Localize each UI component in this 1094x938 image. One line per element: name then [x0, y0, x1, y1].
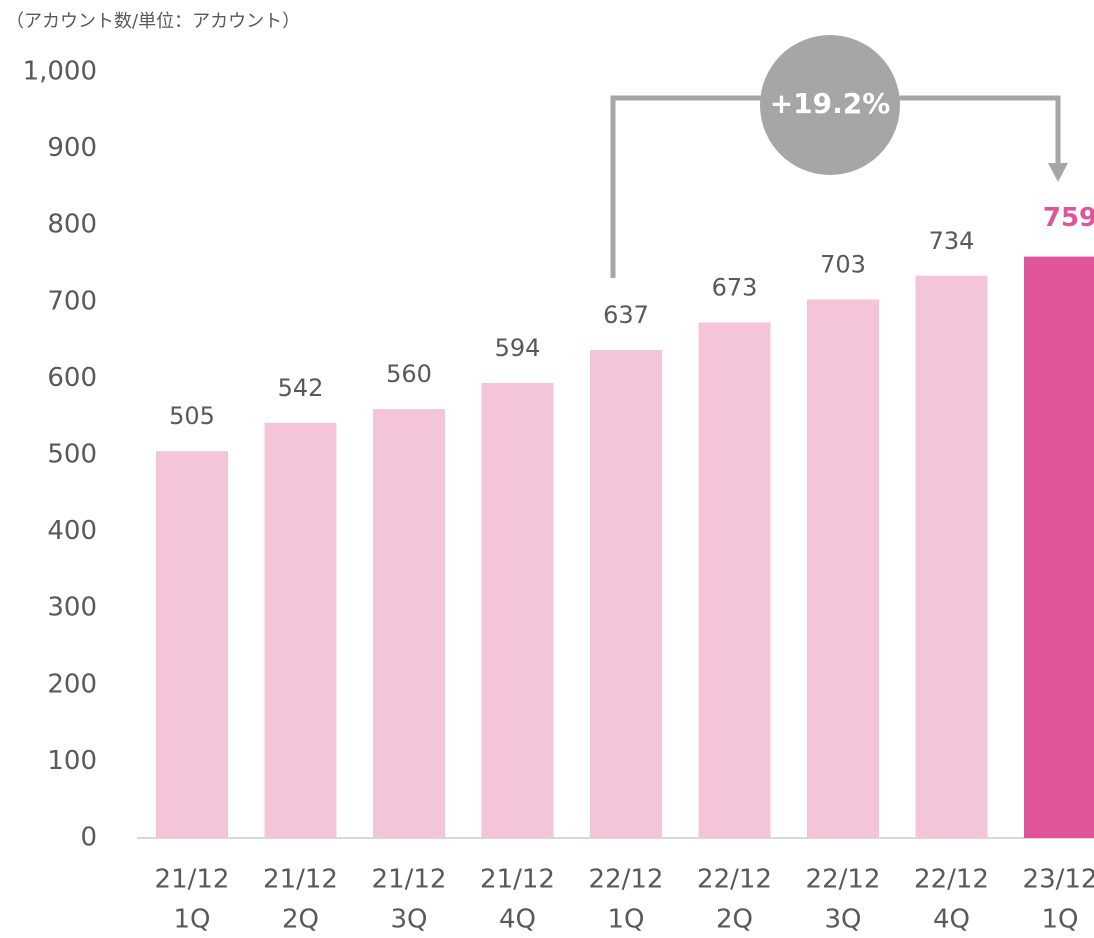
x-tick-label: 3Q	[824, 905, 861, 935]
bar	[590, 350, 662, 838]
value-label: 703	[820, 251, 866, 279]
value-label: 734	[929, 227, 975, 255]
y-tick-label: 1,000	[23, 57, 97, 87]
y-tick-label: 400	[47, 516, 97, 546]
x-tick-label: 4Q	[933, 905, 970, 935]
bar	[481, 382, 554, 838]
y-tick-label: 300	[47, 593, 97, 623]
value-label: 542	[278, 374, 324, 402]
value-label: 759	[1043, 203, 1094, 233]
growth-annotation: +19.2%	[770, 87, 891, 120]
x-tick-label: 2Q	[716, 905, 753, 935]
bar	[807, 299, 879, 838]
x-tick-label: 22/12	[914, 865, 989, 895]
x-tick-label: 4Q	[499, 905, 536, 935]
bar	[1024, 256, 1094, 839]
x-tick-label: 1Q	[173, 905, 210, 935]
x-tick-label: 22/12	[589, 865, 664, 895]
value-label: 673	[712, 273, 758, 301]
bar	[373, 409, 445, 838]
x-tick-label: 1Q	[1041, 905, 1078, 935]
value-label: 637	[603, 301, 649, 329]
value-label: 594	[495, 334, 541, 362]
y-tick-label: 800	[47, 210, 97, 240]
bar	[698, 322, 771, 838]
x-tick-label: 22/12	[806, 865, 881, 895]
x-tick-label: 22/12	[697, 865, 772, 895]
x-tick-label: 21/12	[155, 865, 230, 895]
x-tick-label: 21/12	[480, 865, 555, 895]
y-tick-label: 200	[47, 669, 97, 699]
x-tick-label: 21/12	[263, 865, 338, 895]
bar	[156, 451, 228, 838]
y-tick-label: 100	[47, 746, 97, 776]
y-tick-label: 0	[80, 823, 97, 853]
x-tick-label: 3Q	[390, 905, 427, 935]
growth-badge	[760, 35, 900, 175]
y-tick-label: 600	[47, 363, 97, 393]
y-tick-label: 900	[47, 133, 97, 163]
bars	[156, 256, 1094, 839]
arrow-head	[1048, 163, 1068, 182]
value-label: 560	[386, 360, 432, 388]
y-tick-label: 500	[47, 440, 97, 470]
x-tick-label: 23/12	[1023, 865, 1094, 895]
value-label: 505	[169, 402, 215, 430]
chart-title: （アカウント数/単位：アカウント）	[6, 11, 300, 32]
bar	[915, 275, 988, 839]
x-tick-label: 21/12	[372, 865, 447, 895]
bar	[264, 422, 337, 838]
x-tick-label: 1Q	[607, 905, 644, 935]
x-tick-label: 2Q	[282, 905, 319, 935]
y-tick-label: 700	[47, 286, 97, 316]
